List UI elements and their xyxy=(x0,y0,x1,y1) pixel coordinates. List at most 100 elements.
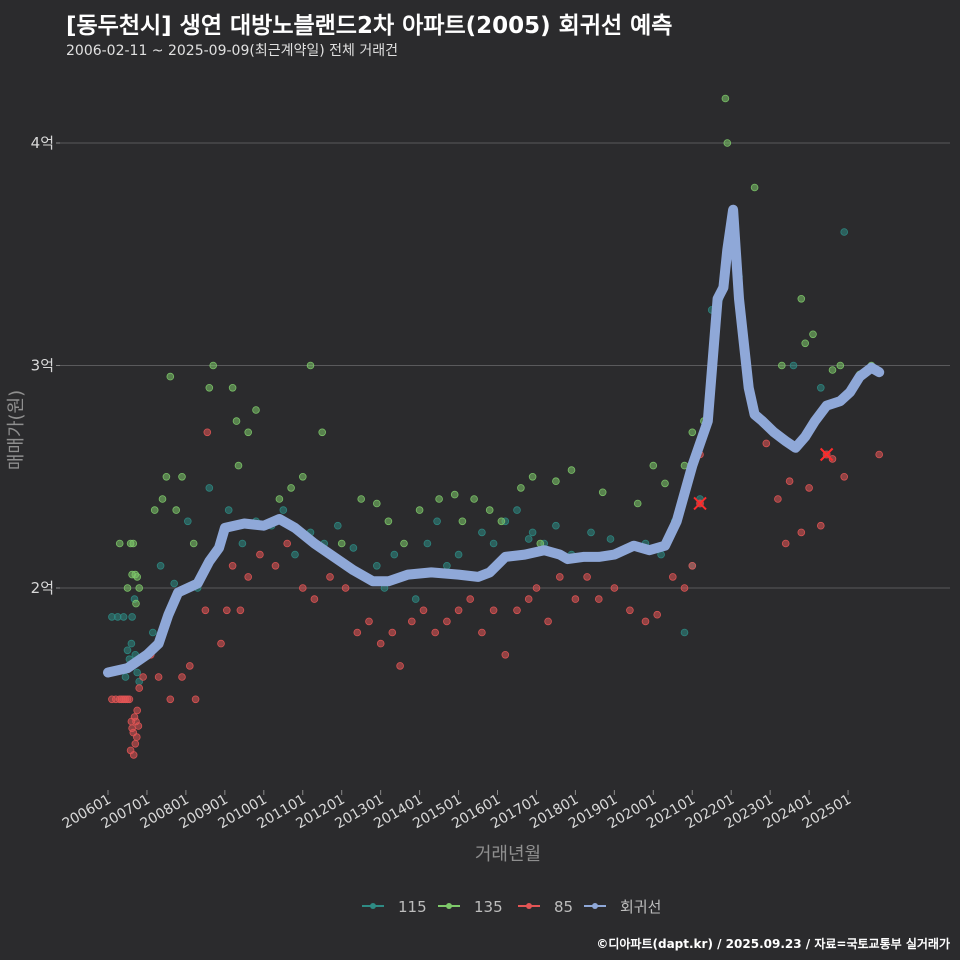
regression-layer xyxy=(103,204,885,678)
y-axis-label: 매매가(원) xyxy=(6,390,27,470)
point-85 xyxy=(478,628,486,637)
point-135 xyxy=(232,417,241,425)
footer-credit: ©디아파트(dapt.kr) / 2025.09.23 / 자료=국토교통부 실… xyxy=(596,937,950,951)
point-135 xyxy=(158,495,167,503)
point-85 xyxy=(129,751,138,759)
point-85 xyxy=(271,561,280,570)
point-85 xyxy=(376,639,385,648)
point-115 xyxy=(372,561,381,570)
chart-subtitle: 2006-02-11 ~ 2025-09-09(최근계약일) 전체 거래건 xyxy=(66,43,398,59)
point-135 xyxy=(228,383,237,392)
point-85 xyxy=(341,584,350,592)
point-85 xyxy=(131,739,140,748)
point-135 xyxy=(133,573,142,581)
point-115 xyxy=(587,528,595,537)
point-115 xyxy=(528,528,537,537)
point-135 xyxy=(552,477,560,486)
y-tick-label: 3억 xyxy=(31,357,54,375)
legend-item-85: 85 xyxy=(518,898,573,916)
point-135 xyxy=(649,461,658,470)
point-135 xyxy=(688,428,697,437)
point-115 xyxy=(119,613,128,621)
legend-item-135: 135 xyxy=(438,898,503,916)
legend-swatch-dot xyxy=(526,903,532,909)
point-115 xyxy=(390,550,399,559)
point-85 xyxy=(454,606,463,615)
point-85 xyxy=(513,606,521,615)
point-135 xyxy=(287,484,295,492)
legend: 115 135 85 회귀선 xyxy=(362,898,661,916)
point-85 xyxy=(680,584,689,592)
point-135 xyxy=(178,472,186,481)
legend-label: 135 xyxy=(474,898,503,916)
point-85 xyxy=(774,495,782,503)
point-85 xyxy=(139,673,147,681)
legend-item-회귀선: 회귀선 xyxy=(584,898,661,916)
point-135 xyxy=(337,539,346,548)
point-85 xyxy=(583,573,591,581)
point-85 xyxy=(571,595,580,603)
point-115 xyxy=(149,628,157,637)
point-135 xyxy=(400,539,408,548)
point-135 xyxy=(298,472,307,481)
point-115 xyxy=(606,535,615,543)
point-115 xyxy=(443,561,451,570)
point-85 xyxy=(166,695,175,704)
point-135 xyxy=(721,94,730,103)
point-115 xyxy=(333,521,342,530)
point-135 xyxy=(801,339,809,348)
point-85 xyxy=(785,477,794,486)
point-85 xyxy=(236,606,245,615)
point-115 xyxy=(133,668,142,677)
point-85 xyxy=(419,606,428,615)
point-85 xyxy=(610,584,619,592)
point-135 xyxy=(723,139,732,147)
y-tick-label: 4억 xyxy=(31,134,54,152)
point-115 xyxy=(454,550,463,559)
point-135 xyxy=(528,472,537,481)
point-135 xyxy=(205,383,214,392)
point-135 xyxy=(450,490,459,499)
point-115 xyxy=(156,561,165,570)
highlight-marker xyxy=(693,496,707,511)
point-135 xyxy=(189,539,198,548)
point-85 xyxy=(489,606,498,615)
point-85 xyxy=(626,606,634,615)
legend-item-115: 115 xyxy=(362,898,427,916)
point-85 xyxy=(816,521,825,530)
point-85 xyxy=(653,610,661,619)
point-135 xyxy=(209,361,218,370)
point-85 xyxy=(875,450,883,459)
legend-swatch-dot xyxy=(446,903,452,909)
point-85 xyxy=(133,733,141,741)
point-85 xyxy=(407,617,416,626)
point-115 xyxy=(184,517,192,526)
point-135 xyxy=(384,517,393,526)
point-85 xyxy=(133,706,142,715)
point-85 xyxy=(555,573,564,581)
point-135 xyxy=(633,499,642,508)
point-115 xyxy=(238,539,247,548)
point-85 xyxy=(840,472,848,481)
point-115 xyxy=(121,673,130,681)
point-85 xyxy=(244,573,253,581)
point-85 xyxy=(396,662,404,670)
point-135 xyxy=(497,517,506,526)
point-135 xyxy=(234,461,243,470)
point-85 xyxy=(178,673,186,681)
point-135 xyxy=(836,361,845,370)
point-135 xyxy=(275,495,284,503)
point-85 xyxy=(466,595,475,603)
point-135 xyxy=(777,361,786,370)
highlight-cross xyxy=(693,496,707,511)
point-135 xyxy=(306,361,315,370)
legend-label: 회귀선 xyxy=(620,898,661,916)
point-85 xyxy=(532,584,541,592)
point-135 xyxy=(115,539,124,548)
point-115 xyxy=(433,517,441,526)
point-85 xyxy=(641,617,650,626)
point-85 xyxy=(310,595,319,603)
point-85 xyxy=(298,584,307,592)
point-135 xyxy=(357,495,366,503)
